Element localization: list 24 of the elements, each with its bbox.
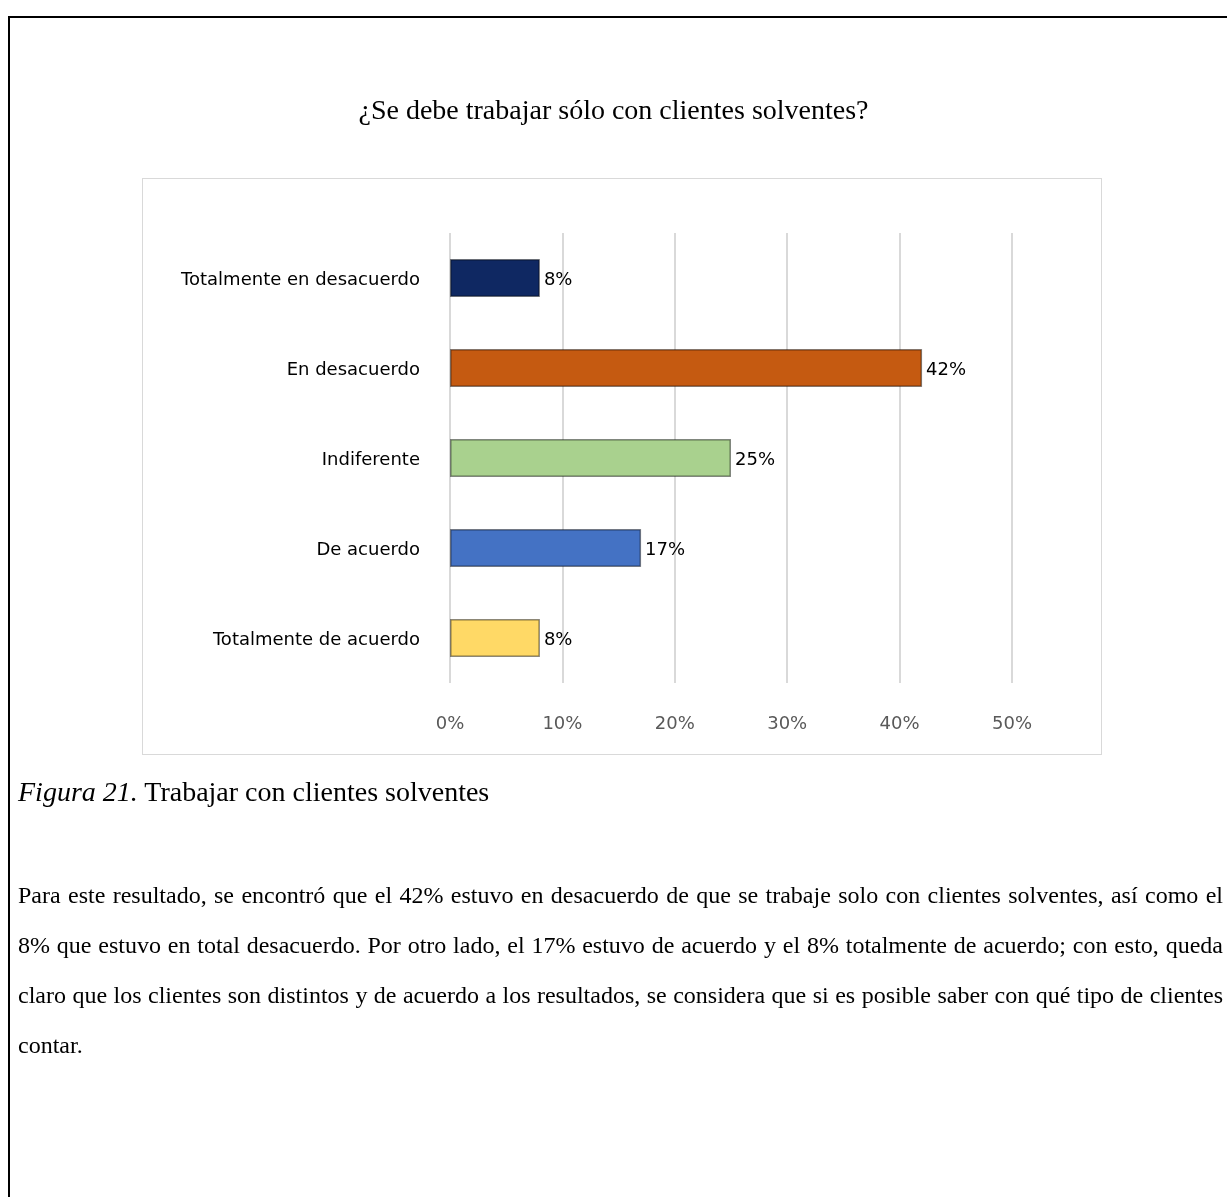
y-tick-label: Totalmente en desacuerdo (180, 267, 420, 289)
data-label: 42% (926, 357, 967, 379)
data-label: 8% (543, 267, 573, 289)
bar (450, 259, 540, 297)
chart-title: ¿Se debe trabajar sólo con clientes solventes? (358, 93, 869, 125)
x-tick-label: 20% (654, 711, 695, 733)
y-tick-label: De acuerdo (316, 537, 420, 559)
y-tick-label: Indiferente (321, 447, 420, 469)
x-tick-label: 40% (879, 711, 920, 733)
bar (450, 619, 540, 657)
x-tick-label: 30% (767, 711, 808, 733)
y-tick-label: En desacuerdo (286, 357, 420, 379)
x-tick-label: 50% (991, 711, 1033, 733)
bar (450, 439, 731, 477)
text: Para este resultado, se encontró que el 42% estuvo en desacuerdo de que se trabaje solo con clientes solventes, así como el 8% que estuvo en total desacuerdo. Por otro lado, el 17% estuvo de acuerdo y el 8% totalmente de acuerdo; con esto, queda claro que los clientes son distintos y de acuerdo a los resultados, se considera que si es posible saber con qué tipo de clientes contar. (18, 881, 1223, 1060)
data-label: 17% (645, 537, 686, 559)
x-tick-label: 10% (542, 711, 583, 733)
x-tick-label: 0% (435, 711, 465, 733)
text: Figura 21. Trabajar con clientes solventes (18, 776, 490, 808)
bar (450, 349, 923, 387)
bar (450, 529, 642, 567)
data-label: 25% (735, 447, 776, 469)
y-tick-label: Totalmente de acuerdo (211, 627, 420, 649)
data-label: 8% (543, 627, 573, 649)
